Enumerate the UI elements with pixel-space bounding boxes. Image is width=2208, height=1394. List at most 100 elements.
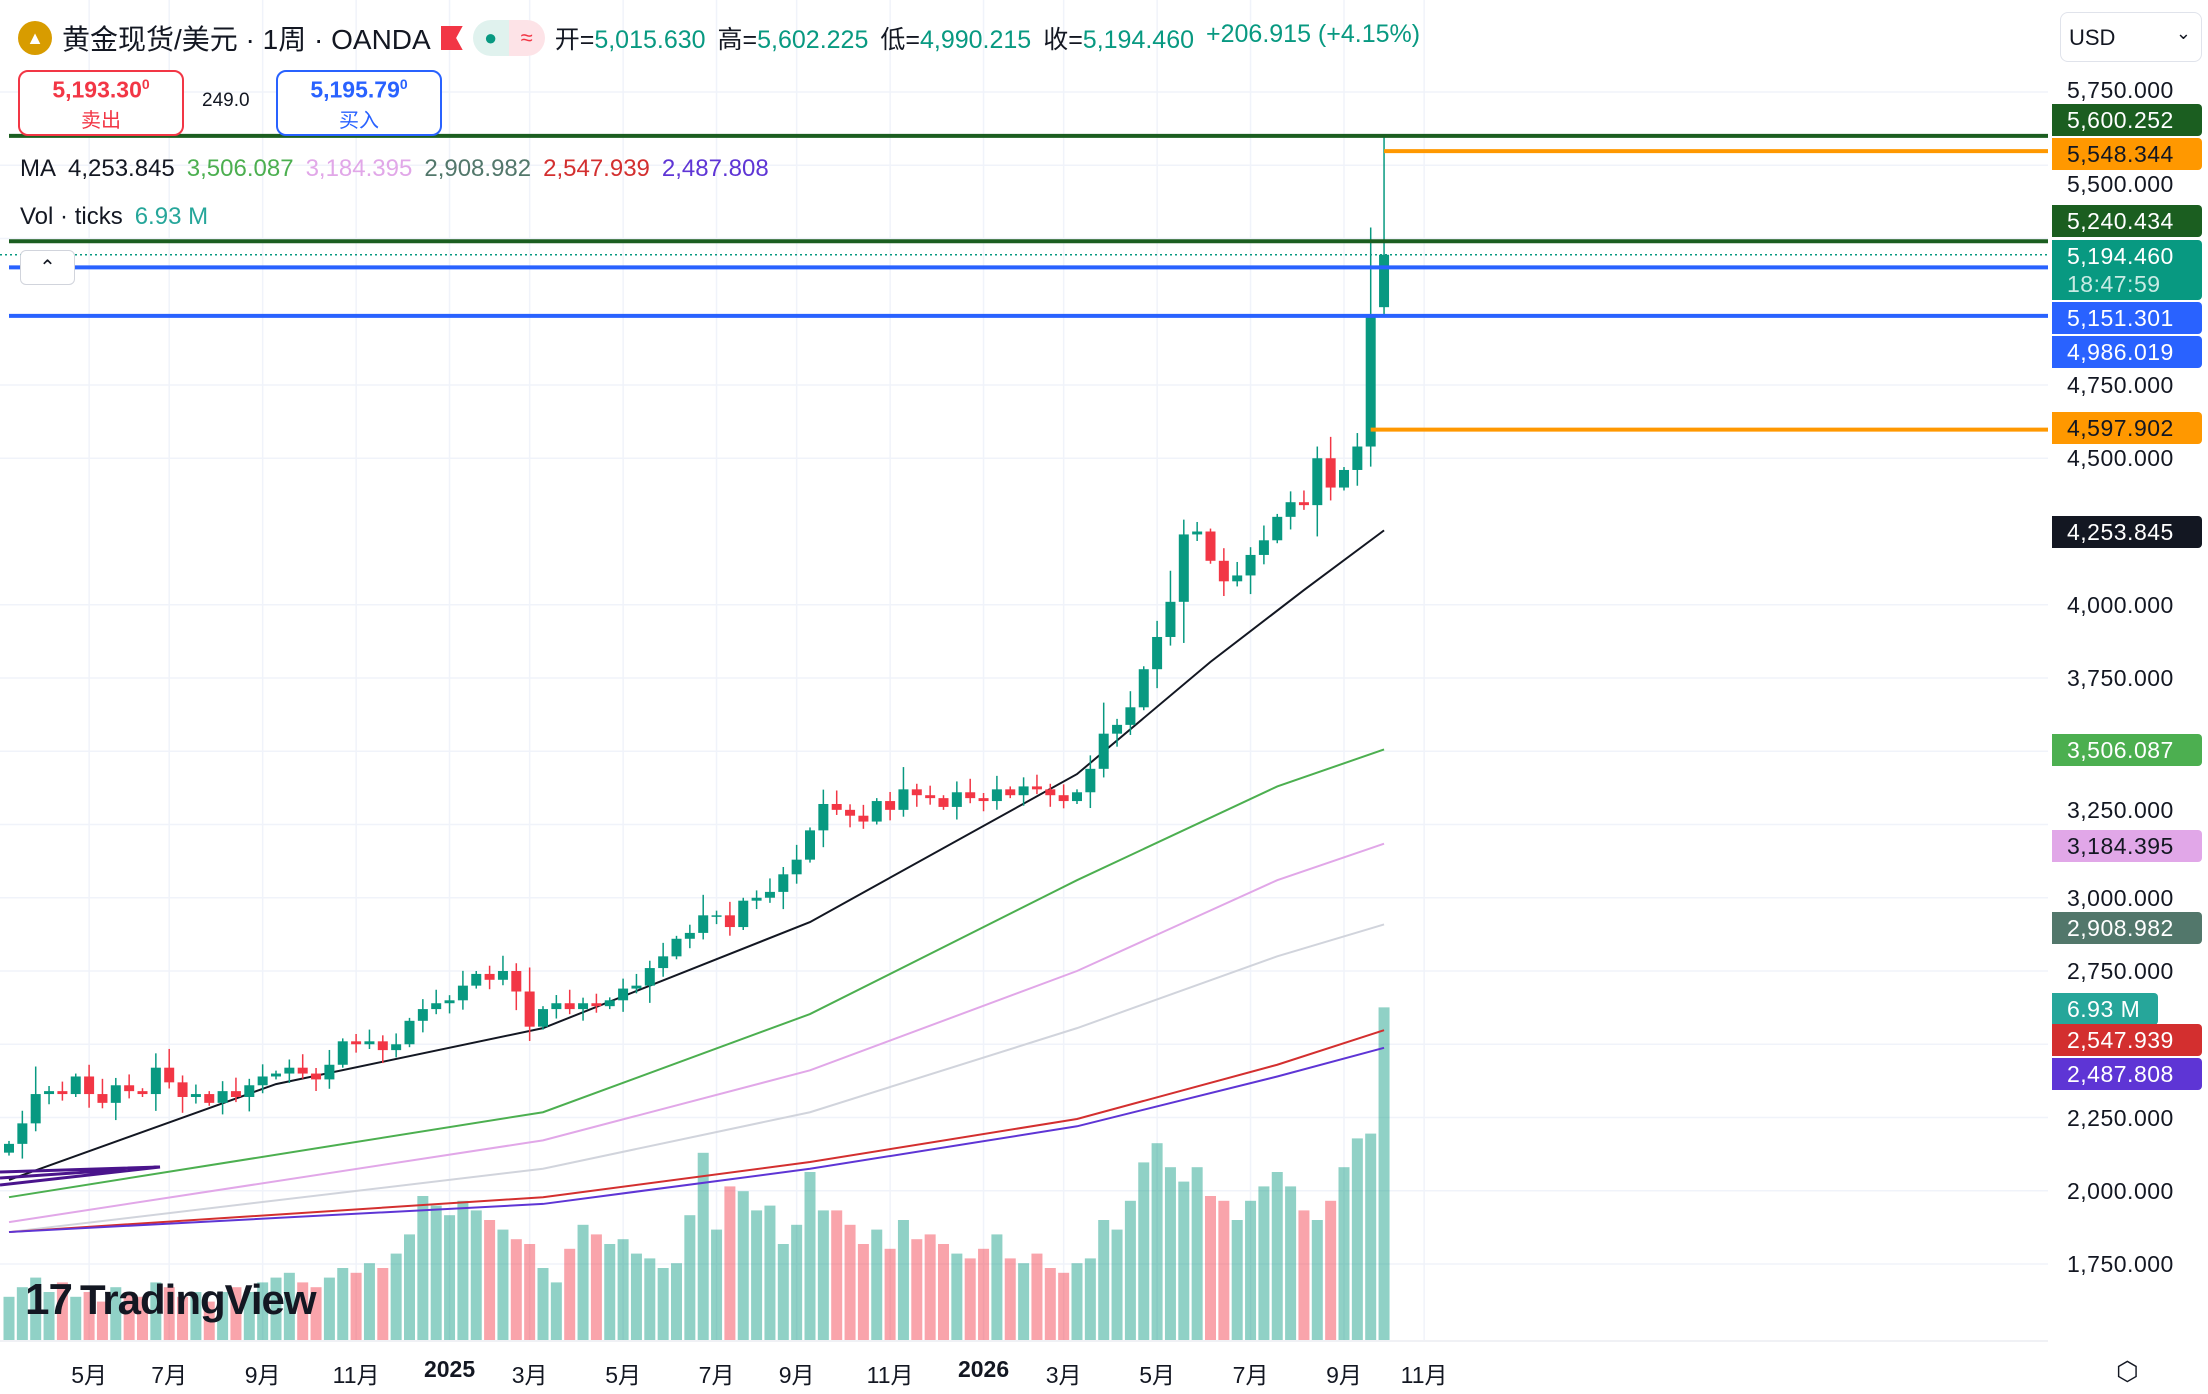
ma-value: 3,184.395 bbox=[305, 155, 413, 182]
x-tick-label: 11月 bbox=[866, 1362, 914, 1388]
candle bbox=[1218, 560, 1229, 582]
volume-bar bbox=[1338, 1167, 1350, 1340]
price-tag: 5,600.252 bbox=[2052, 104, 2202, 136]
y-tick-label: 2,250.000 bbox=[2067, 1104, 2174, 1131]
volume-bar bbox=[1031, 1253, 1043, 1340]
candle bbox=[444, 1000, 455, 1004]
ma-value: 3,506.087 bbox=[186, 155, 294, 182]
volume-bar bbox=[3, 1296, 15, 1340]
candle bbox=[618, 988, 629, 1001]
candle bbox=[1018, 786, 1029, 796]
volume-bar bbox=[470, 1210, 482, 1340]
candle bbox=[271, 1073, 281, 1077]
candle bbox=[177, 1082, 188, 1097]
price-tag: 3,184.395 bbox=[2052, 830, 2202, 862]
candle bbox=[898, 789, 909, 810]
flag-icon[interactable] bbox=[440, 26, 463, 50]
candle bbox=[1098, 733, 1109, 769]
volume-bar bbox=[150, 1282, 162, 1340]
volume-bar bbox=[1311, 1220, 1323, 1340]
candle bbox=[230, 1091, 241, 1097]
candle bbox=[17, 1123, 28, 1144]
candle bbox=[1138, 669, 1149, 708]
candle bbox=[845, 809, 856, 816]
low-value: 4,990.215 bbox=[919, 26, 1032, 54]
volume-bar bbox=[897, 1220, 909, 1340]
volume-bar bbox=[1004, 1258, 1016, 1340]
volume-bar bbox=[604, 1244, 616, 1340]
x-tick-label: 2025 bbox=[423, 1356, 476, 1382]
tradingview-logo[interactable]: 17 TradingView bbox=[25, 1275, 317, 1325]
candle bbox=[164, 1067, 175, 1083]
candle bbox=[764, 891, 775, 898]
ma-value: 2,547.939 bbox=[543, 155, 650, 182]
x-tick-label: 7月 bbox=[1232, 1362, 1269, 1388]
volume-bar bbox=[43, 1292, 55, 1340]
candle bbox=[1312, 458, 1323, 506]
volume-bar bbox=[1298, 1210, 1310, 1340]
volume-bar bbox=[1218, 1200, 1230, 1340]
candle bbox=[1112, 724, 1123, 734]
volume-bar bbox=[804, 1172, 816, 1340]
candle bbox=[1192, 531, 1203, 535]
price-tag: 4,986.019 bbox=[2052, 336, 2202, 368]
settings-hexagon-icon[interactable]: ⬡ bbox=[2116, 1356, 2139, 1386]
volume-bar bbox=[70, 1296, 82, 1340]
candle bbox=[818, 803, 829, 831]
price-tag: 2,547.939 bbox=[2052, 1024, 2202, 1056]
ma-legend[interactable]: MA 4,253.845 3,506.087 3,184.395 2,908.9… bbox=[20, 155, 769, 183]
volume-bar bbox=[884, 1248, 896, 1340]
volume-legend[interactable]: Vol · ticks 6.93 M bbox=[20, 203, 208, 231]
volume-bar bbox=[217, 1292, 229, 1340]
price-tag: 2,908.982 bbox=[2052, 912, 2202, 944]
currency-select[interactable]: USD ⌄ bbox=[2060, 12, 2202, 62]
candle bbox=[1058, 795, 1069, 802]
ma-line-ma2 bbox=[8, 748, 1385, 1199]
candle bbox=[644, 968, 655, 986]
volume-bar bbox=[1205, 1196, 1216, 1340]
candle bbox=[591, 1003, 602, 1007]
tradingview-mark-icon: 17 bbox=[25, 1275, 73, 1324]
volume-bar bbox=[550, 1282, 562, 1340]
volume-bar bbox=[137, 1296, 148, 1340]
candle bbox=[631, 985, 642, 989]
spread: 249.0 bbox=[202, 90, 250, 111]
y-tick-label: 4,750.000 bbox=[2067, 372, 2174, 398]
volume-bar bbox=[1285, 1186, 1297, 1340]
x-tick-label: 5月 bbox=[605, 1362, 641, 1388]
high-value: 5,602.225 bbox=[757, 26, 869, 54]
vol-value: 6.93 M bbox=[134, 203, 209, 230]
candle bbox=[70, 1076, 81, 1095]
ma-value: 4,253.845 bbox=[68, 155, 175, 182]
collapse-legend-button[interactable]: ⌃ bbox=[20, 250, 75, 285]
y-tick-label: 3,000.000 bbox=[2067, 884, 2174, 911]
candle bbox=[698, 915, 709, 933]
volume-bar bbox=[363, 1263, 375, 1340]
volume-bar bbox=[96, 1301, 108, 1340]
volume-bar bbox=[630, 1253, 642, 1340]
volume-bar bbox=[564, 1248, 576, 1340]
candle bbox=[391, 1044, 402, 1051]
volume-bar bbox=[337, 1268, 349, 1340]
x-tick-label: 11月 bbox=[1400, 1362, 1448, 1388]
x-tick-label: 7月 bbox=[698, 1362, 735, 1388]
sell-button[interactable]: 5,193.300 卖出 bbox=[18, 70, 184, 136]
volume-bar bbox=[1071, 1263, 1083, 1340]
candle bbox=[217, 1091, 228, 1103]
market-status[interactable]: ● ≈ bbox=[472, 20, 545, 56]
buy-button[interactable]: 5,195.790 买入 bbox=[276, 70, 442, 136]
buy-price-sup: 0 bbox=[399, 76, 408, 92]
candle bbox=[564, 1003, 575, 1010]
price-tag: 2,487.808 bbox=[2052, 1058, 2202, 1090]
volume-bar bbox=[1351, 1138, 1363, 1340]
candle bbox=[724, 915, 735, 928]
candle bbox=[337, 1041, 348, 1065]
candle bbox=[751, 897, 762, 901]
symbol-title[interactable]: 黄金现货/美元 · 1周 · OANDA bbox=[62, 24, 431, 55]
candle bbox=[297, 1067, 308, 1074]
volume-bar bbox=[1124, 1200, 1136, 1340]
candle bbox=[1085, 768, 1096, 793]
candle bbox=[511, 971, 522, 992]
y-tick-label: 1,750.000 bbox=[2067, 1251, 2174, 1277]
